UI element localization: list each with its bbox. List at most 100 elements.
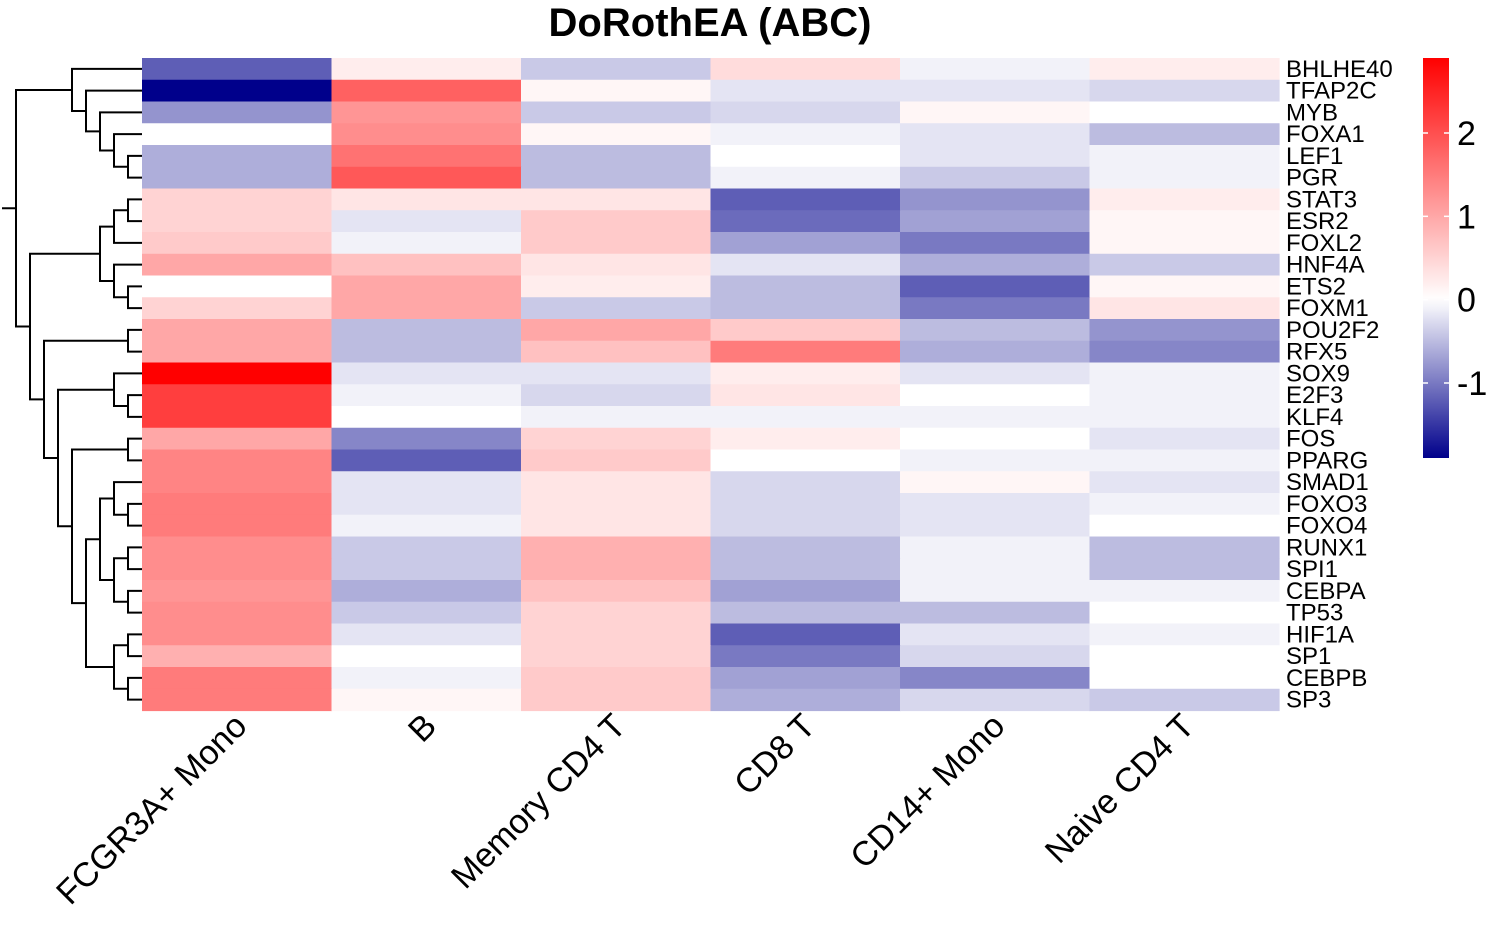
- heatmap-cell: [710, 514, 901, 538]
- column-label: CD8 T: [727, 707, 823, 803]
- heatmap-cell: [142, 362, 333, 385]
- heatmap-cell: [900, 275, 1091, 298]
- row-label: HIF1A: [1286, 621, 1354, 648]
- heatmap-cell: [710, 232, 901, 255]
- heatmap-cell: [710, 558, 901, 581]
- heatmap-cell: [142, 340, 333, 364]
- heatmap-cell: [900, 58, 1091, 81]
- dendrogram-branch: [85, 89, 142, 133]
- heatmap-cell: [710, 645, 901, 668]
- dendrogram-branch: [29, 252, 100, 401]
- heatmap-cell: [1089, 123, 1280, 146]
- heatmap-cell: [521, 558, 712, 581]
- heatmap-cell: [710, 319, 901, 342]
- dendrogram-branch: [99, 497, 114, 581]
- row-label: ESR2: [1286, 208, 1349, 235]
- row-label: POU2F2: [1286, 317, 1379, 344]
- row-label: MYB: [1286, 99, 1338, 126]
- heatmap-cell: [331, 58, 522, 81]
- heatmap-cell: [142, 188, 333, 211]
- heatmap-cell: [710, 623, 901, 646]
- heatmap-cell: [331, 536, 522, 559]
- row-label: PPARG: [1286, 447, 1368, 474]
- column-label: Memory CD4 T: [444, 707, 633, 896]
- heatmap-cell: [1089, 667, 1280, 690]
- colorbar-tick-label: 1: [1457, 198, 1476, 236]
- row-label: KLF4: [1286, 404, 1343, 431]
- heatmap-cell: [521, 688, 712, 712]
- heatmap-cell: [1089, 623, 1280, 646]
- heatmap-cell: [521, 275, 712, 298]
- heatmap-cell: [331, 232, 522, 255]
- heatmap-cell: [710, 275, 901, 298]
- heatmap-cell: [331, 188, 522, 211]
- heatmap-cell: [710, 384, 901, 407]
- heatmap-cell: [1089, 275, 1280, 298]
- row-label: SPI1: [1286, 556, 1338, 583]
- heatmap-cell: [1089, 145, 1280, 168]
- heatmap-cell: [900, 79, 1091, 103]
- row-label: RFX5: [1286, 339, 1347, 366]
- heatmap-cell: [900, 297, 1091, 320]
- heatmap-cell: [900, 145, 1091, 168]
- colorbar-tick-label: 0: [1457, 282, 1476, 320]
- heatmap-cell: [1089, 406, 1280, 429]
- heatmap-cell: [900, 101, 1091, 124]
- column-labels: FCGR3A+ Mono B Memory CD4 T CD8 T CD14+ Mono…: [49, 707, 1202, 912]
- heatmap-cell: [521, 58, 712, 81]
- heatmap-cell: [1089, 536, 1280, 559]
- heatmap-cell: [900, 471, 1091, 494]
- heatmap-cell: [521, 645, 712, 668]
- heatmap-cell: [142, 493, 333, 516]
- dendrogram-branch: [127, 633, 142, 658]
- heatmap-cell: [710, 79, 901, 103]
- heatmap-cell: [1089, 166, 1280, 190]
- heatmap-cell: [521, 406, 712, 429]
- dendrogram-branch: [127, 502, 142, 527]
- heatmap-cell: [521, 188, 712, 211]
- heatmap-cell: [1089, 188, 1280, 211]
- row-label: FOXL2: [1286, 230, 1362, 257]
- dendrogram-branch: [15, 88, 72, 328]
- heatmap-cell: [900, 123, 1091, 146]
- row-label: HNF4A: [1286, 252, 1365, 279]
- heatmap-cell: [331, 123, 522, 146]
- heatmap-cell: [521, 232, 712, 255]
- heatmap-cell: [521, 101, 712, 124]
- row-label: FOXO4: [1286, 513, 1367, 540]
- heatmap-cell: [1089, 101, 1280, 124]
- heatmap-cell: [1089, 58, 1280, 81]
- heatmap-cell: [521, 253, 712, 277]
- dendrogram-branch: [99, 225, 114, 282]
- heatmap-cell: [142, 319, 333, 342]
- heatmap-cell: [900, 667, 1091, 690]
- heatmap-cell: [521, 166, 712, 190]
- heatmap-cell: [521, 319, 712, 342]
- heatmap-cell: [142, 58, 333, 81]
- heatmap-cell: [710, 493, 901, 516]
- heatmap-cell: [710, 145, 901, 168]
- heatmap-cell: [142, 623, 333, 646]
- row-dendrogram: [2, 67, 142, 701]
- colorbar-tick-label: -1: [1457, 365, 1486, 403]
- heatmap-cell: [1089, 580, 1280, 603]
- heatmap-cell: [521, 601, 712, 625]
- heatmap-cell: [142, 449, 333, 472]
- heatmap-cell: [1089, 362, 1280, 385]
- heatmap-cell: [900, 449, 1091, 472]
- heatmap-cell: [900, 688, 1091, 712]
- heatmap-cell: [521, 493, 712, 516]
- heatmap-cell: [710, 123, 901, 146]
- dendrogram-branch: [127, 198, 142, 223]
- column-label: B: [401, 707, 444, 750]
- row-label: SMAD1: [1286, 469, 1369, 496]
- heatmap-cell: [1089, 319, 1280, 342]
- heatmap-cell: [710, 580, 901, 603]
- heatmap-cell: [521, 667, 712, 690]
- row-label: SP1: [1286, 643, 1331, 670]
- heatmap-cell: [142, 275, 333, 298]
- heatmap-cell: [521, 340, 712, 364]
- heatmap-cell: [1089, 79, 1280, 103]
- heatmap-cell: [900, 210, 1091, 233]
- heatmap-cell: [1089, 601, 1280, 625]
